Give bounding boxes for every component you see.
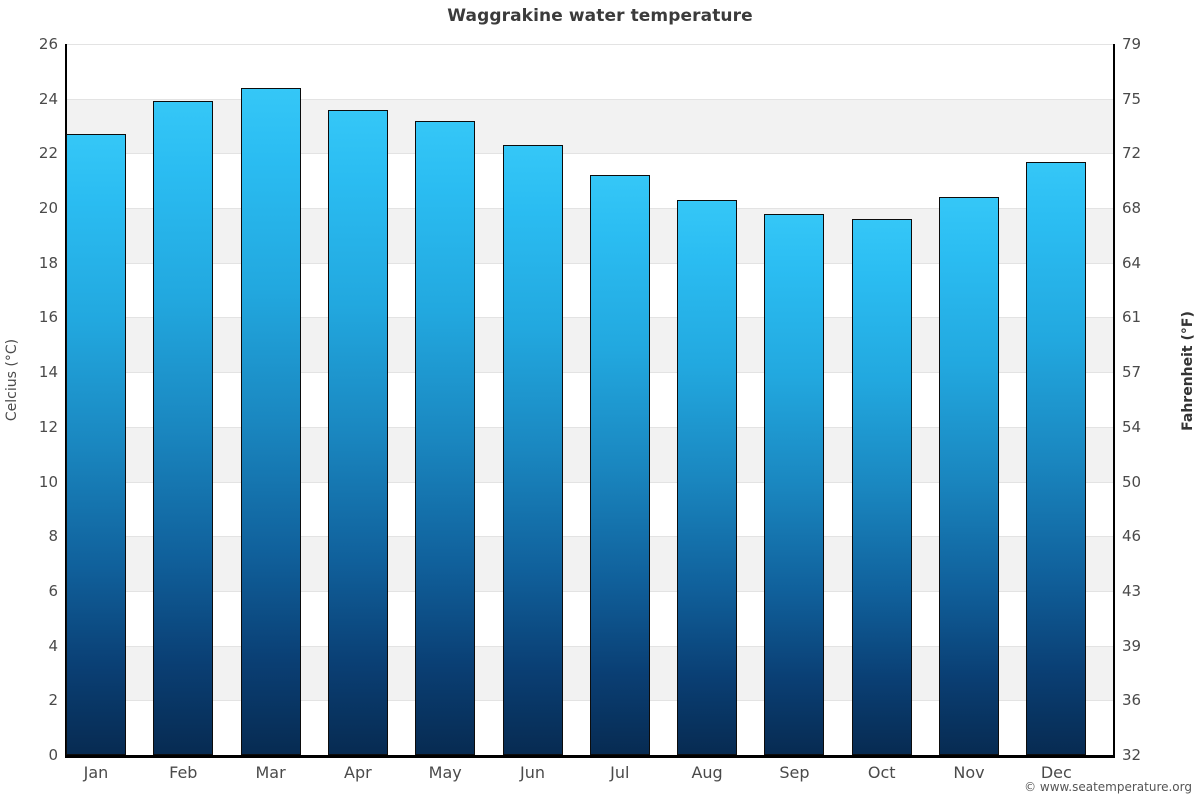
right-tick-label: 72 [1122, 144, 1142, 163]
left-tick-label: 14 [38, 363, 58, 382]
right-tick-label: 79 [1122, 35, 1142, 53]
left-tick-label: 8 [48, 527, 58, 546]
bar-feb [153, 101, 214, 755]
background-band [66, 536, 1113, 591]
right-tick-label: 75 [1122, 89, 1142, 108]
bar-nov [939, 197, 999, 755]
right-tick-label: 36 [1122, 691, 1142, 710]
gridline [66, 44, 1113, 45]
left-tick-label: 10 [38, 472, 58, 491]
bar-apr [327, 109, 388, 755]
x-tick-label: Oct [867, 763, 896, 782]
bar-aug [677, 199, 738, 755]
x-tick-label: May [428, 763, 462, 782]
left-tick-label: 0 [48, 746, 58, 764]
bar-dec [1026, 161, 1087, 755]
background-band [66, 317, 1113, 373]
x-tick-label: Nov [953, 763, 985, 782]
x-tick-label: Apr [344, 763, 372, 782]
gridline [66, 153, 1113, 155]
background-band [66, 98, 1113, 154]
plot-area [66, 44, 1113, 755]
left-tick-label: 18 [38, 253, 58, 272]
bar-oct [851, 219, 912, 755]
right-tick-label: 50 [1122, 472, 1142, 491]
bar-mar [240, 87, 301, 755]
background-band [66, 426, 1113, 482]
left-tick-label: 2 [48, 691, 58, 710]
right-tick-label: 57 [1122, 363, 1142, 382]
x-tick-label: Jul [610, 763, 630, 782]
right-tick-label: 64 [1122, 253, 1142, 272]
x-tick-label: Sep [779, 763, 810, 782]
right-tick-label: 54 [1122, 417, 1142, 436]
bar-may [415, 120, 476, 755]
background-band [66, 208, 1113, 263]
x-tick-label: Jan [83, 763, 109, 782]
bar-jul [589, 175, 650, 755]
right-tick-label: 43 [1122, 581, 1142, 600]
gridline [66, 262, 1113, 264]
gridline [66, 536, 1113, 538]
x-tick-label: Feb [169, 763, 198, 782]
left-tick-label: 24 [38, 89, 58, 108]
right-tick-label: 32 [1122, 746, 1142, 764]
left-tick-label: 20 [38, 199, 58, 218]
x-tick-label: Aug [691, 763, 723, 782]
left-tick-label: 12 [38, 417, 58, 436]
right-axis-title: Fahrenheit (°F) [1180, 311, 1196, 431]
right-axis-spine [1113, 44, 1115, 756]
left-tick-label: 4 [48, 636, 58, 655]
right-tick-label: 68 [1122, 199, 1142, 218]
x-tick-label: Jun [520, 763, 545, 782]
right-tick-label: 46 [1122, 527, 1142, 546]
bottom-axis-spine [65, 755, 1115, 758]
gridline [66, 317, 1113, 319]
bar-jan [66, 134, 126, 755]
bar-jun [502, 145, 563, 755]
gridline [66, 426, 1113, 428]
left-tick-label: 16 [38, 308, 58, 327]
gridline [66, 98, 1113, 100]
x-tick-label: Mar [255, 763, 286, 782]
left-tick-label: 6 [48, 581, 58, 600]
gridline [66, 372, 1113, 374]
gridline [66, 645, 1113, 647]
gridline [66, 208, 1113, 210]
copyright-notice: © www.seatemperature.org [1024, 780, 1192, 794]
gridline [66, 700, 1113, 702]
right-tick-label: 61 [1122, 308, 1142, 327]
left-tick-label: 22 [38, 144, 58, 163]
x-tick-label: Dec [1040, 763, 1072, 782]
gridline [66, 590, 1113, 592]
right-tick-label: 39 [1122, 636, 1142, 655]
background-band [66, 645, 1113, 701]
bar-sep [764, 213, 825, 755]
left-axis-title: Celcius (°C) [4, 338, 20, 422]
chart-title: Waggrakine water temperature [447, 6, 753, 26]
left-tick-label: 26 [38, 35, 58, 53]
gridline [66, 481, 1113, 483]
